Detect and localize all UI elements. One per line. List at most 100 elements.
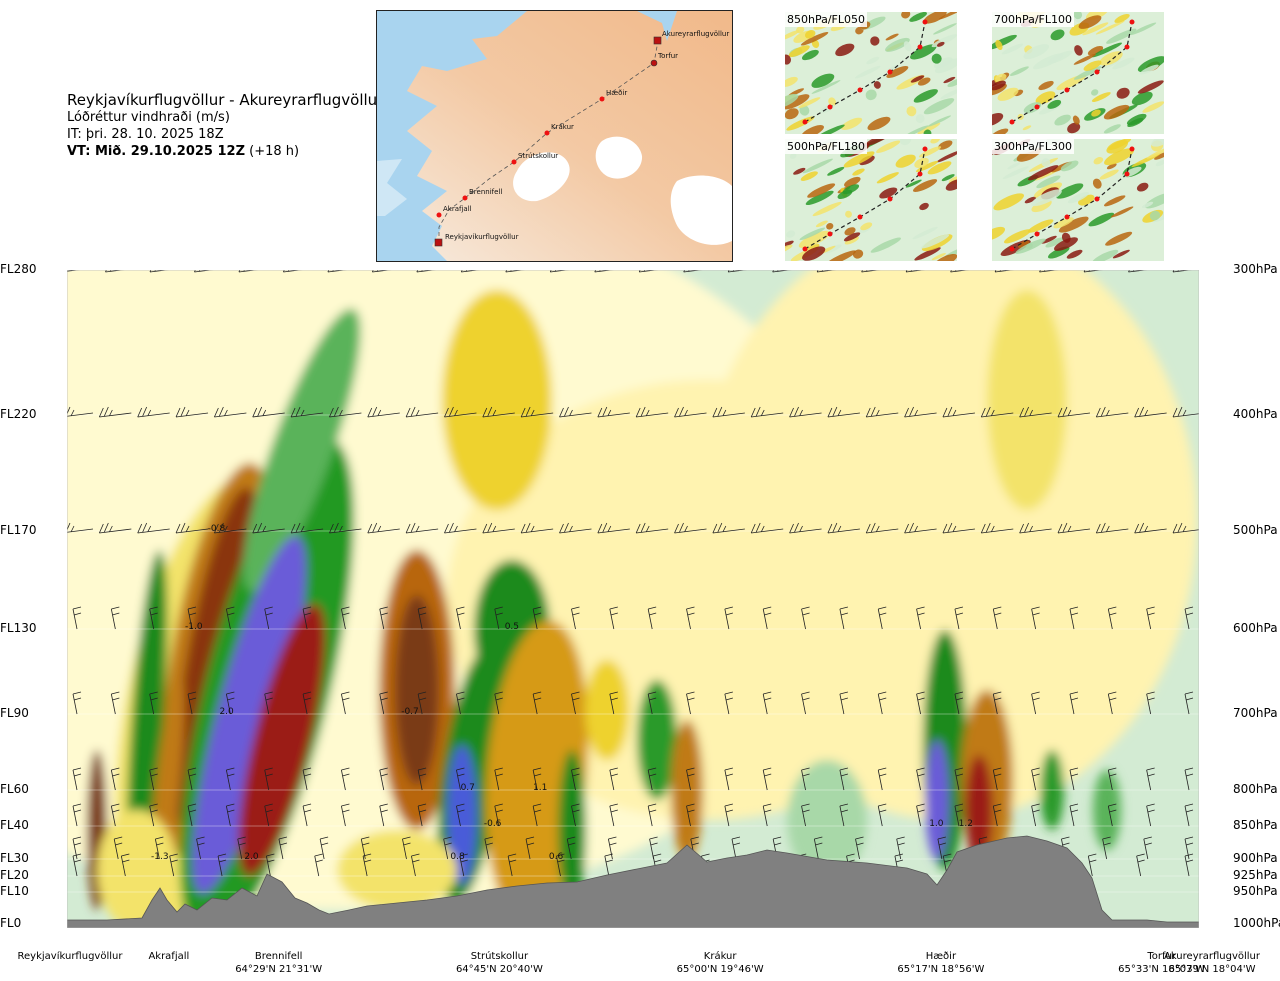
thumbnail-cell [936, 41, 945, 47]
route-location-name: Torfur [1147, 951, 1176, 962]
wind-barb [98, 406, 132, 418]
contour-label: 2.0 [219, 707, 234, 717]
wind-barb [105, 270, 125, 273]
wind-barb [456, 691, 465, 715]
wind-barb [827, 406, 860, 418]
thumbnail-cell [845, 210, 852, 218]
thumbnail-cell [815, 220, 828, 228]
wind-barb [877, 803, 887, 827]
thumbnail-cell [799, 227, 826, 241]
flight-level-label: FL0 [0, 916, 22, 930]
wind-barb [72, 606, 82, 630]
thumbnail-500[interactable]: 500hPa/FL180 [785, 139, 957, 261]
thumbnail-cell [905, 179, 922, 188]
wind-barb [839, 691, 849, 715]
thumbnail-cell [1093, 157, 1104, 165]
flight-level-label: FL30 [0, 851, 29, 865]
wind-barb [302, 767, 312, 791]
thumbnail-cell [901, 12, 911, 19]
wind-barb [609, 691, 618, 715]
wind-barb [916, 767, 925, 791]
wind-barb [942, 406, 975, 418]
thumbnail-cell [1137, 80, 1164, 94]
thumbnail-cell [1091, 109, 1101, 117]
wind-barb [225, 803, 235, 827]
thumbnail-cell [909, 12, 927, 22]
route-location: Akrafjall [99, 950, 239, 963]
thumbnail-cell [1131, 91, 1153, 106]
issue-time: IT: þri. 28. 10. 2025 18Z [67, 127, 224, 142]
thumbnail-850[interactable]: 850hPa/FL050 [785, 12, 957, 134]
wind-barb [1146, 803, 1155, 827]
thumbnail-cell [1099, 169, 1119, 180]
thumbnail-cell [1035, 91, 1056, 105]
wind-barb [647, 767, 657, 791]
wind-barb [252, 406, 285, 418]
flight-level-label: FL130 [0, 621, 37, 635]
wind-barb [762, 767, 772, 791]
wind-barb [649, 836, 658, 860]
wind-barb [417, 803, 427, 827]
wind-barb [459, 853, 468, 877]
contour-label: -0.7 [401, 707, 419, 717]
thumbnail-cell [923, 12, 947, 24]
wind-barb [904, 522, 937, 534]
thumbnail-cell [1041, 235, 1057, 244]
wind-barb [609, 606, 618, 630]
wind-barb [265, 853, 275, 877]
thumbnail-cell [785, 54, 791, 65]
wind-barb [992, 767, 1002, 791]
thumbnail-cell [1045, 237, 1064, 248]
wind-barb [877, 691, 887, 715]
wind-barb [937, 836, 946, 860]
thumbnail-cell [789, 153, 797, 159]
thumbnail-cell [940, 88, 957, 100]
wind-barb [635, 406, 669, 418]
thumbnail-cell [860, 222, 873, 231]
thumbnail-route-point [1124, 44, 1130, 50]
title-block: Reykjavíkurflugvöllur - Akureyrarflugvöl… [67, 92, 383, 160]
wind-barb [1184, 836, 1194, 860]
wind-field-cell [395, 595, 439, 785]
thumbnail-300[interactable]: 300hPa/FL300 [992, 139, 1164, 261]
wind-barb [839, 767, 849, 791]
route-location-coord: 65°39'N 18°04'W [1168, 964, 1256, 975]
thumbnail-cell [1041, 158, 1051, 167]
thumbnail-cell [1130, 22, 1157, 36]
thumbnail-cell [876, 172, 899, 184]
thumbnail-cell [1155, 159, 1164, 167]
wind-barb [865, 522, 899, 534]
wind-barb [72, 691, 82, 715]
wind-barb [686, 606, 695, 630]
thumbnail-cell [1036, 175, 1061, 189]
wind-field-cell [697, 270, 1197, 820]
thumbnail-cell [1031, 189, 1062, 207]
wind-barb [724, 767, 733, 791]
wind-barb [175, 406, 209, 418]
wind-barb [994, 270, 1015, 273]
wind-barb [187, 803, 197, 827]
thumbnail-cell [1092, 178, 1102, 189]
contour-label: 1.0 [929, 819, 944, 829]
thumbnail-cell [785, 30, 800, 41]
thumbnail-cell [1054, 237, 1078, 251]
wind-barb [367, 406, 400, 418]
thumbnail-cell [915, 114, 925, 124]
thumbnail-cell [1106, 28, 1137, 44]
map-label-akrafjall: Akrafjall [443, 205, 472, 213]
thumbnail-700[interactable]: 700hPa/FL100 [992, 12, 1164, 134]
thumbnail-cell [995, 73, 1007, 83]
thumbnail-cell [1078, 15, 1102, 29]
wind-barb [1128, 270, 1148, 273]
pressure-level-label: 400hPa [1233, 407, 1278, 421]
flight-level-label: FL20 [0, 868, 29, 882]
wind-barb [647, 691, 657, 715]
thumbnail-cell [1027, 219, 1054, 233]
wind-barb [1069, 803, 1079, 827]
wind-barb [1031, 691, 1040, 715]
wind-barb [196, 836, 205, 860]
wind-field-cell [238, 603, 326, 877]
thumbnail-cell [918, 146, 942, 158]
thumbnail-cell [1023, 44, 1050, 60]
valid-time-offset: (+18 h) [249, 144, 300, 159]
